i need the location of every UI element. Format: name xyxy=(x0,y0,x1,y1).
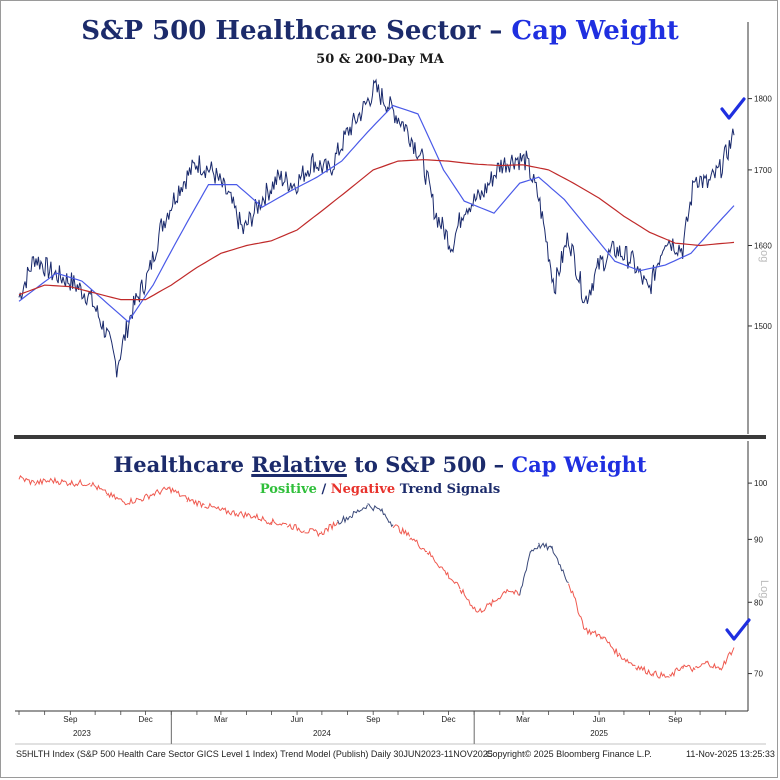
bottom-plot-area xyxy=(18,475,735,679)
x-tick-label-6: Mar xyxy=(516,715,530,724)
relative-line-segment-negative xyxy=(682,664,696,673)
series-ma50-line xyxy=(18,104,735,323)
top-chart-subtitle: 50 & 200-Day MA xyxy=(316,52,444,67)
bottom-chart-title: Healthcare Relative to S&P 500 – Cap Wei… xyxy=(113,452,647,477)
x-tick-label-7: Jun xyxy=(593,715,606,724)
y-tick-label-0-3: 1800 xyxy=(754,95,772,104)
relative-line-segment-negative xyxy=(669,665,684,678)
relative-line-segment-negative xyxy=(694,660,708,669)
relative-line-segment-negative xyxy=(220,507,238,517)
y-tick-label-0-1: 1600 xyxy=(754,241,772,250)
relative-line-segment-negative xyxy=(392,524,411,537)
relative-line-segment-negative xyxy=(140,493,154,502)
top-chart-title: S&P 500 Healthcare Sector – Cap Weight xyxy=(81,16,679,46)
relative-line-segment-negative xyxy=(236,510,255,519)
relative-line-segment-negative xyxy=(152,486,170,497)
relative-line-segment-positive xyxy=(551,545,569,584)
relative-line-segment-negative xyxy=(506,589,520,597)
relative-line-segment-negative xyxy=(286,523,305,533)
relative-line-segment-negative xyxy=(618,652,636,667)
relative-line-segment-negative xyxy=(186,496,205,509)
relative-line-segment-negative xyxy=(90,481,108,495)
relative-line-segment-negative xyxy=(304,528,322,538)
y-tick-label-1-3: 100 xyxy=(754,479,768,488)
top-plot-area xyxy=(18,78,735,378)
x-year-label-1: 2024 xyxy=(313,729,331,738)
series-ma200-line xyxy=(18,159,735,301)
x-tick-label-0: Sep xyxy=(63,715,78,724)
relative-line-segment-negative xyxy=(652,670,670,679)
x-tick-label-4: Sep xyxy=(366,715,381,724)
y-tick-label-0-0: 1500 xyxy=(754,322,772,331)
x-tick-label-2: Mar xyxy=(214,715,228,724)
log-scale-label-0: Log xyxy=(758,244,770,262)
panel-divider xyxy=(14,435,766,439)
relative-line-segment-negative xyxy=(123,496,141,506)
relative-line-segment-negative xyxy=(320,520,339,536)
footer-copyright: Copyright© 2025 Bloomberg Finance L.P. xyxy=(486,749,652,759)
bottom-chart-subtitle: Positive / Negative Trend Signals xyxy=(259,482,501,497)
relative-line-segment-negative xyxy=(568,583,586,631)
footer-timestamp: 11-Nov-2025 13:25:33 xyxy=(686,749,775,759)
relative-line-segment-positive xyxy=(380,507,394,528)
relative-line-segment-positive xyxy=(350,504,368,519)
x-year-label-2: 2025 xyxy=(590,729,608,738)
relative-line-segment-positive xyxy=(367,503,381,512)
relative-line-segment-negative xyxy=(493,588,508,602)
relative-line-segment-negative xyxy=(426,550,444,571)
relative-line-segment-negative xyxy=(18,475,36,486)
relative-line-segment-positive xyxy=(529,545,540,553)
relative-line-segment-negative xyxy=(477,598,495,613)
y-tick-label-1-1: 80 xyxy=(754,598,763,607)
check-mark-icon-top xyxy=(720,97,746,120)
relative-line-segment-negative xyxy=(169,486,188,500)
log-scale-label-1: Log xyxy=(758,580,770,598)
x-year-label-0: 2023 xyxy=(73,729,91,738)
relative-line-segment-positive xyxy=(519,551,531,596)
relative-line-segment-negative xyxy=(459,588,478,613)
y-tick-label-1-2: 90 xyxy=(754,535,763,544)
relative-line-segment-negative xyxy=(409,537,428,553)
x-tick-label-5: Dec xyxy=(441,715,455,724)
y-tick-label-0-2: 1700 xyxy=(754,166,772,175)
relative-line-segment-negative xyxy=(601,636,620,658)
relative-line-segment-negative xyxy=(719,647,735,671)
relative-line-segment-negative xyxy=(635,665,654,677)
relative-line-segment-positive xyxy=(538,542,553,552)
footer-source: S5HLTH Index (S&P 500 Health Care Sector… xyxy=(16,749,493,759)
x-tick-label-1: Dec xyxy=(138,715,152,724)
relative-line-segment-negative xyxy=(270,517,288,526)
x-tick-label-8: Sep xyxy=(668,715,683,724)
relative-line-segment-positive xyxy=(337,514,351,525)
series-price-line xyxy=(18,78,735,378)
relative-line-segment-negative xyxy=(707,660,721,671)
relative-line-segment-negative xyxy=(204,502,222,511)
y-tick-label-1-0: 70 xyxy=(754,670,763,679)
check-mark-icon-bottom xyxy=(725,618,751,641)
relative-line-segment-negative xyxy=(106,491,125,503)
relative-line-segment-negative xyxy=(34,477,53,486)
relative-line-segment-negative xyxy=(69,478,91,488)
x-tick-label-3: Jun xyxy=(291,715,304,724)
relative-line-segment-negative xyxy=(51,476,71,487)
relative-line-segment-negative xyxy=(443,569,461,590)
relative-line-segment-negative xyxy=(584,627,603,640)
relative-line-segment-negative xyxy=(253,512,272,526)
